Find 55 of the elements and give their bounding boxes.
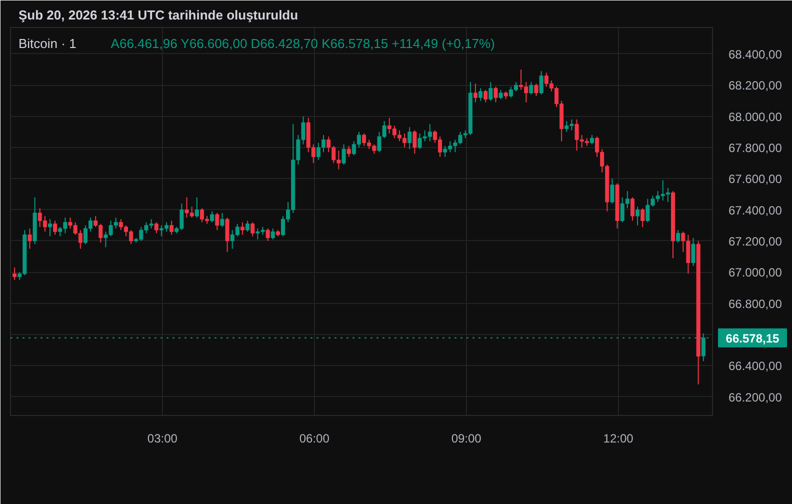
candlestick — [170, 220, 174, 236]
y-tick-label: 67.400,00 — [728, 203, 782, 218]
candlestick — [691, 237, 696, 266]
candlestick — [630, 196, 634, 222]
y-tick-label: 67.000,00 — [728, 266, 782, 280]
x-tick-label: 12:00 — [603, 432, 634, 446]
candlestick — [484, 89, 488, 103]
candlestick — [210, 210, 214, 223]
candlestick — [590, 134, 594, 145]
candlestick — [220, 212, 224, 228]
candlestick — [246, 220, 250, 232]
candlestick — [240, 222, 244, 236]
candlestick — [270, 228, 275, 240]
candlestick — [494, 86, 498, 103]
candlestick — [53, 220, 58, 236]
text: A66.461,96 Y66.606,00 D66.428,70 K66.578,15 +114,49 (+0,17%) — [110, 36, 495, 51]
y-tick-label: 66.400,00 — [728, 359, 782, 374]
y-tick-label: 68.400,00 — [728, 47, 782, 62]
candlestick — [266, 228, 270, 242]
candlestick — [534, 83, 538, 97]
candlestick — [194, 196, 199, 218]
ref-line-label: 66.578,15 — [726, 331, 780, 346]
candlestick — [225, 217, 230, 252]
y-tick-label: 68.000,00 — [728, 110, 782, 124]
candlestick — [498, 89, 503, 100]
y-tick-label: 67.600,00 — [728, 172, 782, 186]
candlestick — [478, 88, 483, 102]
candlestick — [473, 83, 478, 103]
candlestick — [488, 82, 493, 102]
x-tick-label: 09:00 — [451, 432, 482, 446]
candlestick — [48, 218, 52, 237]
x-tick-label: 03:00 — [147, 432, 178, 446]
y-tick-label: 66.800,00 — [728, 296, 782, 311]
candlestick — [412, 130, 417, 154]
y-tick-label: 67.800,00 — [728, 140, 782, 155]
candlestick — [342, 144, 346, 166]
y-tick-label: 66.200,00 — [728, 390, 782, 404]
candlestick — [539, 70, 544, 96]
candlestick — [610, 178, 614, 204]
x-tick-label: 06:00 — [299, 432, 330, 446]
candlestick — [28, 228, 32, 250]
candlestick — [640, 208, 645, 228]
candlestick — [215, 212, 220, 231]
candlestick — [12, 266, 17, 280]
candlestick — [636, 206, 640, 226]
candlestick — [408, 126, 412, 150]
text: Bitcoin · 1 — [18, 36, 76, 51]
candlestick — [154, 222, 158, 234]
candlestick — [529, 82, 534, 96]
candlestick — [346, 145, 351, 158]
y-tick-label: 67.200,00 — [728, 234, 782, 248]
y-tick-label: 68.200,00 — [728, 78, 782, 93]
candlestick — [676, 230, 680, 244]
candlestick — [250, 222, 255, 237]
text: Şub 20, 2026 13:41 UTC tarihinde oluşturuldu — [18, 8, 298, 22]
